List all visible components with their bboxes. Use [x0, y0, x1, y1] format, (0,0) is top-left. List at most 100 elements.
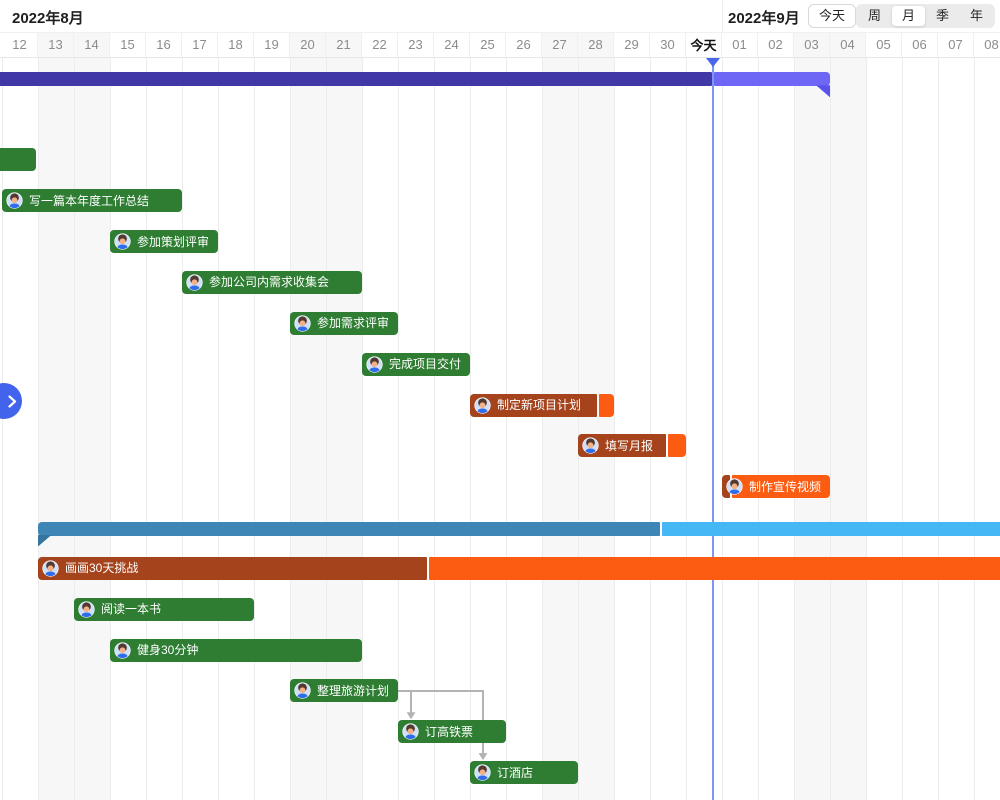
dependency-arrow: [410, 689, 412, 714]
day-cell-04: 04: [830, 32, 866, 57]
day-cell-17: 17: [182, 32, 218, 57]
view-option-quarter[interactable]: 季: [935, 8, 949, 23]
day-cell-01: 01: [722, 32, 758, 57]
task-label: 完成项目交付: [389, 357, 462, 372]
task-label: 填写月报: [605, 438, 654, 453]
gridline: [758, 58, 759, 800]
month-label-left: 2022年8月: [12, 10, 84, 27]
month-divider: [722, 0, 723, 32]
bar-content: 画画30天挑战: [38, 560, 138, 577]
weekend-column: [38, 58, 74, 800]
weekend-column: [74, 58, 110, 800]
gridline: [722, 58, 723, 800]
day-cell-今天: 今天: [686, 32, 722, 57]
task-label: 制定新项目计划: [497, 398, 582, 412]
task-bar[interactable]: 整理旅游计划: [290, 679, 398, 703]
day-cell-15: 15: [110, 32, 146, 57]
day-cell-19: 19: [254, 32, 290, 57]
task-bar[interactable]: 制定新项目计划: [470, 393, 614, 417]
gridline: [830, 58, 831, 800]
chevron-right-icon: [7, 394, 16, 408]
bar-remaining-segment: [428, 556, 1000, 580]
weekend-column: [794, 58, 830, 800]
task-label: 参加需求评审: [317, 316, 390, 331]
gridline: [686, 58, 687, 800]
view-option-year[interactable]: 年: [969, 8, 983, 23]
task-bar[interactable]: 画画30天挑战: [38, 556, 1000, 580]
toolbar: 2022年8月 2022年9月 今天 周月季 年: [0, 0, 1000, 33]
today-button[interactable]: 今天: [808, 4, 857, 28]
view-option-month[interactable]: 月: [892, 6, 925, 26]
avatar-icon: [114, 641, 131, 659]
bar-content: 写一篇本年度工作总结: [2, 192, 149, 209]
gridline: [290, 58, 291, 800]
bar-progress-segment: [38, 556, 427, 580]
day-cell-22: 22: [362, 32, 398, 57]
gridline: [38, 58, 39, 800]
task-label: 订酒店: [497, 765, 534, 780]
view-option-week[interactable]: 周: [867, 8, 881, 23]
gridline: [218, 58, 219, 800]
task-bar[interactable]: 参加需求评审: [290, 311, 398, 335]
day-cell-06: 06: [902, 32, 938, 57]
panel-toggle-button[interactable]: [0, 383, 22, 419]
task-bar[interactable]: 填写月报: [578, 434, 686, 458]
gridline: [326, 58, 327, 800]
weekend-column: [542, 58, 578, 800]
bar-progress-segment: [722, 475, 731, 499]
task-bar[interactable]: 参加公司内需求收集会: [182, 270, 362, 294]
gridline: [614, 58, 615, 800]
task-label: 整理旅游计划: [317, 683, 390, 698]
task-label: 健身30分钟: [137, 643, 199, 658]
gridline: [434, 58, 435, 800]
task-label: 写一篇本年度工作总结: [29, 193, 150, 208]
day-cell-02: 02: [758, 32, 794, 57]
day-cell-23: 23: [398, 32, 434, 57]
weekend-column: [830, 58, 866, 800]
day-cell-14: 14: [74, 32, 110, 57]
day-header: 12 13 14 15 16 17 18 19 20 21 22 23 24 25 26 27 28 29 30 今天…: [0, 32, 1000, 58]
task-bar[interactable]: 完成项目交付: [362, 352, 470, 376]
day-cell-28: 28: [578, 32, 614, 57]
day-cell-30: 30: [650, 32, 686, 57]
weekend-column: [326, 58, 362, 800]
task-bar[interactable]: 订高铁票: [398, 720, 506, 744]
dependency-arrow: [398, 689, 484, 692]
gridline: [362, 58, 363, 800]
bar-content: 填写月报: [578, 437, 653, 454]
weekend-column: [578, 58, 614, 800]
day-cell-20: 20: [290, 32, 326, 57]
task-bar[interactable]: [0, 148, 37, 172]
gridline: [794, 58, 795, 800]
bar-remaining-segment: [714, 72, 830, 87]
bar-content: 制定新项目计划: [470, 396, 582, 414]
gridline: [506, 58, 507, 800]
task-bar[interactable]: 订酒店: [470, 761, 578, 785]
summary-bar-purple[interactable]: [0, 72, 830, 87]
task-label: 参加公司内需求收集会: [209, 275, 330, 290]
today-marker-icon: [706, 58, 720, 67]
day-cell-29: 29: [614, 32, 650, 57]
day-cell-03: 03: [794, 32, 830, 57]
avatar-icon: [78, 601, 95, 618]
gridline: [974, 58, 975, 800]
bar-content: 参加需求评审: [290, 315, 389, 332]
avatar-icon: [6, 192, 23, 209]
gridline: [74, 58, 75, 800]
task-bar[interactable]: 健身30分钟: [110, 638, 362, 662]
summary-bar-blue[interactable]: [38, 521, 1000, 536]
bar-remaining-segment: [599, 393, 614, 417]
day-cell-27: 27: [542, 32, 578, 57]
day-cell-13: 13: [38, 32, 74, 57]
dependency-arrowhead-icon: [478, 753, 488, 761]
avatar-icon: [726, 478, 743, 495]
avatar-icon: [366, 356, 383, 373]
task-bar[interactable]: 阅读一本书: [74, 597, 254, 621]
task-bar[interactable]: 参加策划评审: [110, 230, 218, 254]
bar-content: 健身30分钟: [110, 641, 199, 659]
bar-content: 订酒店: [470, 764, 533, 781]
bar-progress-segment: [470, 393, 598, 417]
weekend-column: [290, 58, 326, 800]
task-bar[interactable]: 写一篇本年度工作总结: [2, 189, 182, 213]
task-bar[interactable]: 制作宣传视频: [722, 475, 830, 499]
